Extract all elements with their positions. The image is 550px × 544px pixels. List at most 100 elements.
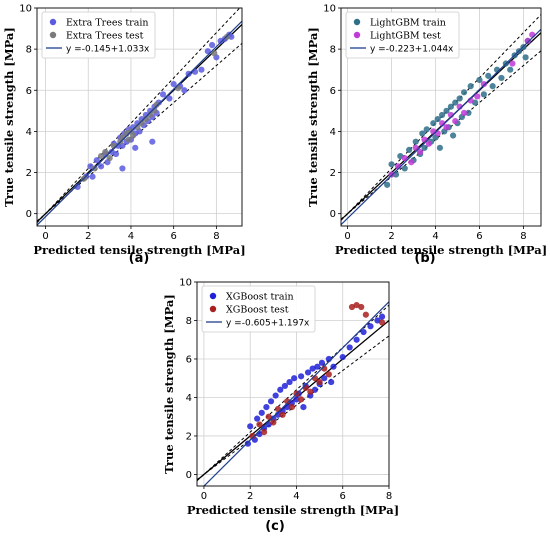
data-point (465, 109, 472, 116)
legend: LightGBM train LightGBM test y =-0.223+1.0… (345, 11, 460, 59)
data-point (353, 336, 360, 343)
y-tick-label: 8 (186, 316, 192, 327)
data-point (258, 409, 265, 416)
data-point (270, 419, 277, 426)
x-tick-label: 4 (432, 231, 438, 242)
data-point (456, 95, 463, 102)
data-point (452, 118, 459, 125)
y-tick-label: 8 (26, 45, 32, 56)
data-point (328, 378, 335, 386)
data-point (509, 60, 516, 67)
data-point (436, 144, 444, 151)
legend-box (41, 11, 156, 59)
legend-entry: LightGBM train (370, 18, 446, 29)
data-point (480, 80, 487, 88)
data-point (467, 83, 474, 90)
legend-entry: Extra Trees train (66, 18, 149, 29)
data-point (272, 392, 279, 399)
data-point (456, 103, 463, 110)
data-point (265, 413, 272, 420)
legend: Extra Trees train Extra Trees test y =-0.1… (41, 11, 156, 59)
data-point (112, 150, 120, 158)
fit-line (341, 28, 541, 226)
x-tick-label: 4 (128, 231, 134, 242)
data-point (314, 363, 321, 370)
data-point (97, 163, 105, 170)
x-tick-label: 8 (386, 491, 392, 502)
data-point (138, 120, 145, 127)
data-point (297, 373, 305, 380)
legend-box (201, 285, 316, 333)
data-point (288, 403, 295, 411)
y-tick-label: 8 (330, 45, 336, 56)
x-axis-label: Predicted tensile strength [MPa] (187, 503, 399, 517)
y-axis-label: True tensile strength [MPa] (162, 294, 176, 474)
data-point (498, 74, 505, 82)
data-point (388, 161, 395, 168)
data-point (256, 421, 263, 428)
data-point (198, 66, 205, 73)
legend-entry: XGBoost test (226, 305, 289, 316)
data-point (254, 415, 261, 422)
data-point (378, 313, 386, 320)
data-point (438, 111, 446, 119)
y-tick-label: 2 (26, 168, 32, 179)
data-point (425, 140, 433, 147)
data-point (159, 91, 167, 98)
plot-frame (36, 7, 243, 227)
y-tick-label: 6 (26, 86, 32, 97)
data-point (316, 378, 323, 386)
y-tick-label: 2 (330, 168, 336, 179)
data-point (274, 405, 282, 413)
reference-band-line (197, 335, 389, 481)
data-point (401, 165, 408, 172)
x-tick-label: 4 (293, 491, 299, 502)
y-tick-label: 2 (186, 431, 192, 442)
data-point (286, 378, 293, 386)
data-point (284, 398, 291, 405)
x-tick-label: 8 (520, 231, 526, 242)
data-point (170, 80, 177, 88)
chart-panel-2: 0 2 4 6 8 0 2 4 6 8 10 Predicted tensile strength [… (306, 4, 547, 267)
data-point (89, 173, 96, 180)
legend-entry: XGBoost train (226, 292, 294, 303)
plot-area (341, 14, 541, 226)
data-point (297, 396, 305, 403)
legend: XGBoost train XGBoost test y =-0.605+1.197… (201, 285, 316, 333)
legend-marker (209, 305, 217, 313)
data-point (181, 87, 188, 94)
data-point (480, 91, 487, 98)
data-point (412, 138, 419, 145)
x-tick-label: 2 (247, 491, 253, 502)
data-point (102, 148, 109, 156)
data-point (522, 54, 529, 61)
data-point (307, 388, 314, 395)
data-point (153, 101, 160, 108)
data-point (449, 132, 457, 139)
data-point (346, 344, 353, 351)
legend-marker (49, 18, 57, 26)
plot-frame (340, 7, 542, 227)
y-tick-label: 4 (186, 393, 192, 404)
data-point (129, 132, 137, 139)
y-tick-label: 4 (330, 127, 336, 138)
x-axis-label: Predicted tensile strength [MPa] (33, 243, 245, 257)
data-point (384, 181, 391, 188)
legend-box (345, 11, 460, 59)
x-tick-label: 6 (170, 231, 176, 242)
data-point (360, 328, 367, 336)
y-tick-label: 10 (19, 4, 32, 15)
panel-label: (a) (129, 251, 150, 266)
x-tick-label: 0 (42, 231, 48, 242)
data-point (489, 83, 496, 90)
data-point (279, 411, 286, 418)
data-point (485, 72, 492, 79)
x-tick-label: 6 (476, 231, 482, 242)
data-point (228, 33, 235, 40)
data-point (318, 359, 326, 366)
data-point (474, 93, 481, 100)
legend-fit-label: y =-0.605+1.197x (226, 319, 310, 329)
x-tick-label: 2 (388, 231, 394, 242)
data-point (277, 386, 284, 393)
data-point (476, 76, 483, 84)
